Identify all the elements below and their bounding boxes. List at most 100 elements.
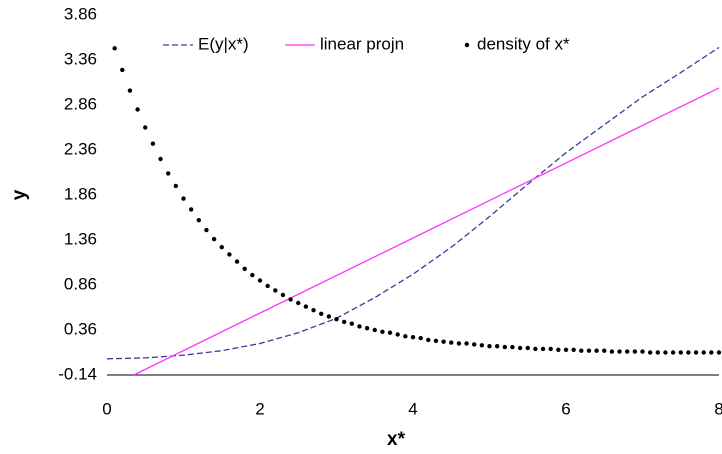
density-dot [625, 349, 630, 354]
density-dot [127, 88, 133, 93]
density-dot [709, 350, 714, 355]
density-dot [265, 283, 270, 289]
density-dot [563, 347, 569, 352]
density-dot [533, 346, 538, 352]
density-dot [326, 314, 332, 319]
density-dot [403, 334, 408, 339]
density-dot [502, 344, 507, 350]
density-dot [112, 46, 117, 51]
density-dot [418, 335, 423, 341]
density-dot [510, 344, 515, 350]
density-dot [540, 346, 546, 352]
density-dot [181, 196, 186, 201]
y-tick-label: 0.86 [64, 274, 97, 293]
density-dot [548, 346, 553, 352]
y-tick-label: 1.86 [64, 184, 97, 203]
density-dot [372, 327, 377, 333]
density-dot [632, 349, 638, 354]
y-axis-label: y [9, 189, 30, 200]
density-dot [479, 343, 485, 348]
density-dot [678, 350, 683, 355]
density-dot [173, 183, 179, 189]
density-dot [663, 350, 668, 355]
density-dot [594, 348, 599, 353]
series-line [106, 46, 720, 360]
density-dot [716, 350, 722, 355]
density-dot [617, 349, 622, 354]
legend-label: linear projn [320, 34, 404, 53]
y-tick-label: 1.36 [64, 229, 97, 248]
density-dot [640, 349, 645, 354]
density-dot [242, 266, 247, 271]
series-line [133, 87, 720, 376]
y-tick-label: -0.14 [58, 364, 97, 383]
y-tick-label: 2.86 [64, 94, 97, 113]
density-dot [441, 339, 446, 344]
legend-label: E(y|x*) [198, 34, 249, 53]
density-dot [693, 350, 699, 355]
density-dot [579, 348, 584, 353]
density-dot [357, 324, 362, 329]
density-dot [449, 340, 454, 345]
x-tick-label: 2 [255, 399, 264, 418]
density-dot [296, 300, 301, 306]
density-dot [166, 171, 171, 176]
x-tick-label: 0 [102, 399, 111, 418]
density-dot [188, 207, 194, 212]
density-dot [211, 236, 217, 242]
density-dot [494, 344, 500, 349]
density-dot [219, 245, 224, 250]
density-dot [387, 330, 393, 335]
density-dot [686, 350, 691, 355]
density-dot [273, 288, 278, 293]
density-dot [456, 341, 462, 346]
density-dot [380, 329, 385, 334]
density-dot [204, 227, 209, 233]
density-dot [701, 350, 706, 355]
density-dot [341, 319, 347, 325]
density-dot [586, 348, 592, 353]
legend-symbol [464, 42, 470, 48]
density-dot [135, 107, 140, 112]
density-dot [227, 252, 232, 257]
density-dot [410, 335, 416, 340]
density-dot [464, 341, 469, 346]
density-dot [196, 218, 201, 223]
density-dot [303, 304, 309, 309]
density-dot [288, 297, 293, 302]
x-tick-label: 6 [561, 399, 570, 418]
legend-label: density of x* [477, 34, 570, 53]
density-dot [395, 332, 400, 337]
density-dot [571, 347, 576, 352]
density-dot [250, 272, 255, 278]
density-dot [670, 350, 676, 355]
density-dot [150, 141, 156, 146]
density-dot [647, 350, 653, 355]
y-tick-label: 3.36 [64, 49, 97, 68]
density-dot [433, 338, 439, 343]
density-dot [609, 349, 615, 354]
density-dot [364, 326, 370, 331]
density-dot [602, 348, 607, 353]
density-dot [487, 344, 492, 349]
density-dot [426, 337, 431, 343]
density-dot [234, 259, 240, 264]
density-dot [349, 321, 354, 326]
density-dot [517, 345, 523, 351]
y-tick-label: 0.36 [64, 319, 97, 338]
y-tick-label: 3.86 [64, 4, 97, 23]
density-dot [525, 345, 530, 351]
x-tick-label: 4 [408, 399, 417, 418]
density-dot [311, 308, 316, 313]
density-dot [143, 125, 148, 130]
density-dot [472, 342, 477, 347]
density-dot [257, 278, 263, 283]
density-dot [158, 156, 163, 162]
density-dot [280, 292, 286, 298]
density-dot [120, 67, 125, 73]
x-tick-label: 8 [714, 399, 722, 418]
density-dot [334, 317, 339, 322]
density-dot [655, 350, 660, 355]
density-dot [319, 311, 324, 316]
